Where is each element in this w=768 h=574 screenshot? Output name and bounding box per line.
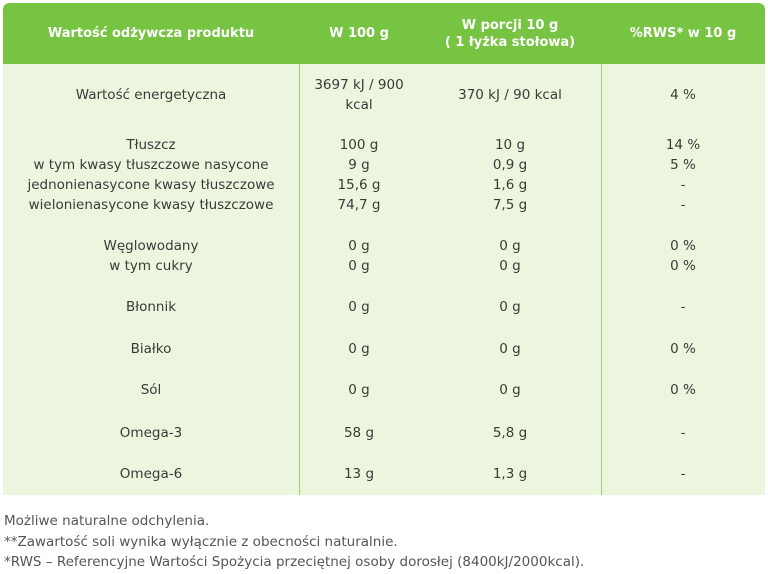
header-per-portion: W porcji 10 g ( 1 łyżka stołowa) [444,17,576,50]
row-omega3-portion: 5,8 g [492,425,528,441]
row-energy-per100: 3697 kJ / 900 kcal [314,77,404,113]
header-nutrient: Wartość odżywcza produktu [47,26,255,41]
row-omega6-rws: - [680,466,686,482]
row-carbs-portion: 0 g 0 g [499,238,521,274]
row-omega6-per100: 13 g [343,466,375,482]
row-salt-name: Sól [140,382,162,398]
row-carbs-name: Węglowodany w tym cukry [103,238,199,274]
footnotes: Możliwe naturalne odchylenia. **Zawartoś… [4,511,764,573]
footnote-salt: **Zawartość soli wynika wyłącznie z obec… [4,533,398,550]
row-fiber-portion: 0 g [499,299,521,315]
row-salt-rws: 0 % [670,382,696,398]
row-energy-name: Wartość energetyczna [75,87,227,103]
row-protein-portion: 0 g [499,341,521,357]
row-fiber-name: Błonnik [125,299,177,315]
table-header: Wartość odżywcza produktu W 100 g W porc… [3,3,765,64]
row-omega3-rws: - [680,425,686,441]
column-divider [601,64,602,495]
nutrition-table: Wartość odżywcza produktu W 100 g W porc… [3,3,765,495]
footnote-rws: *RWS – Referencyjne Wartości Spożycia pr… [4,554,585,570]
row-fiber-per100: 0 g [348,299,370,315]
row-fat-rws: 14 % 5 % - - [665,137,701,213]
row-carbs-rws: 0 % 0 % [670,238,696,274]
row-salt-portion: 0 g [499,382,521,398]
row-energy-rws: 4 % [670,87,696,103]
row-protein-rws: 0 % [670,341,696,357]
row-omega3-name: Omega-3 [119,425,183,441]
header-per-100g: W 100 g [329,26,389,41]
row-omega3-per100: 58 g [343,425,375,441]
row-fat-portion: 10 g 0,9 g 1,6 g 7,5 g [492,137,528,213]
row-salt-per100: 0 g [348,382,370,398]
row-energy-portion: 370 kJ / 90 kcal [458,87,562,103]
row-omega6-portion: 1,3 g [492,466,528,482]
header-rws: %RWS* w 10 g [629,26,737,41]
row-fiber-rws: - [680,299,686,315]
row-protein-per100: 0 g [348,341,370,357]
row-omega6-name: Omega-6 [119,466,183,482]
row-fat-name: Tłuszcz w tym kwasy tłuszczowe nasycone … [27,137,275,213]
row-carbs-per100: 0 g 0 g [348,238,370,274]
row-protein-name: Białko [130,341,172,357]
footnote-variation: Możliwe naturalne odchylenia. [4,513,210,529]
row-fat-per100: 100 g 9 g 15,6 g 74,7 g [337,137,381,213]
column-divider [299,64,300,495]
